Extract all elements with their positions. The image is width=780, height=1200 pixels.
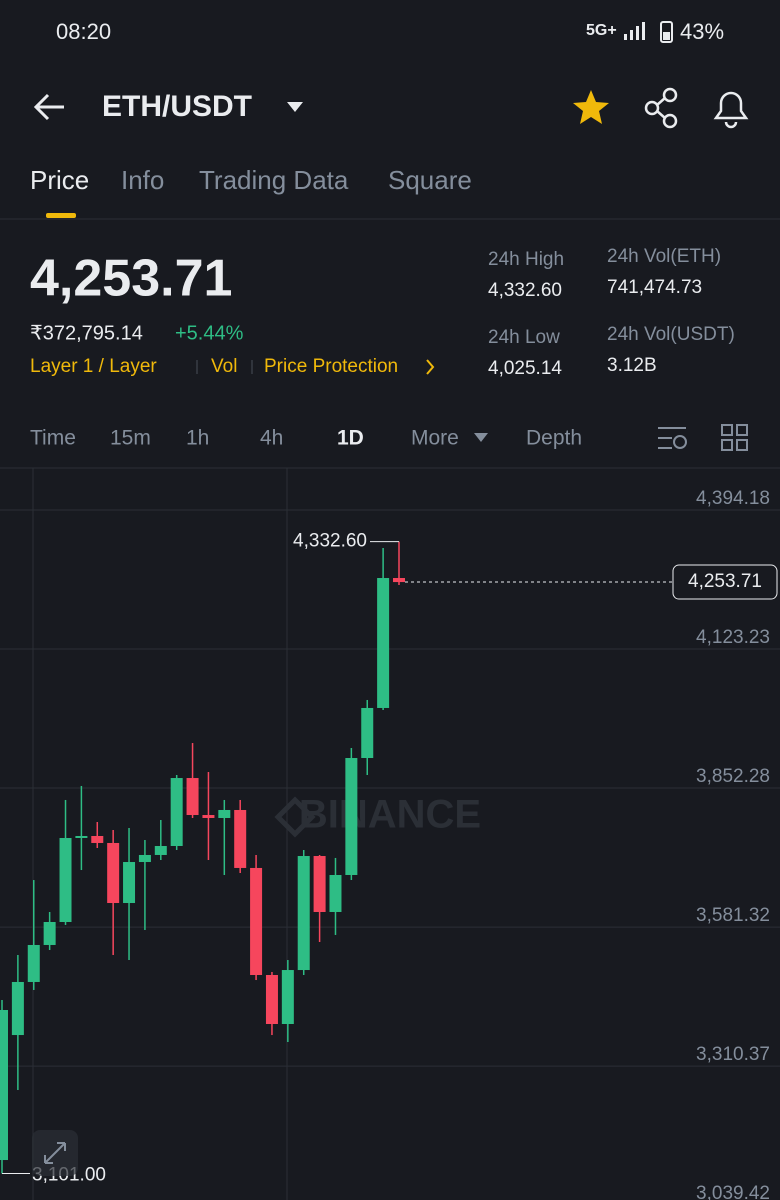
interval[interactable]: Time xyxy=(30,427,76,450)
candle-body xyxy=(91,836,104,843)
status-battery: 43% xyxy=(680,19,724,44)
stat-value: 4,025.14 xyxy=(488,358,562,379)
tab[interactable]: Price xyxy=(30,165,89,195)
interval[interactable]: 1h xyxy=(186,427,209,450)
alert-bell[interactable] xyxy=(713,91,749,129)
tab[interactable]: Info xyxy=(121,165,164,195)
more-dropdown[interactable] xyxy=(474,433,488,442)
stat-label: 24h Vol(USDT) xyxy=(607,324,735,345)
stat-value: 741,474.73 xyxy=(607,277,702,298)
candle-body xyxy=(138,854,151,863)
stat-label: 24h High xyxy=(488,249,564,270)
stat-label: 24h Vol(ETH) xyxy=(607,246,721,267)
y-tick-label: 3,852.28 xyxy=(696,766,770,787)
tag[interactable]: Layer 1 / Layer xyxy=(30,356,157,377)
y-tick-label: 3,581.32 xyxy=(696,905,770,926)
back-button[interactable] xyxy=(33,93,64,121)
price-change: +5.44% xyxy=(175,322,244,344)
status-network: 5G+ xyxy=(586,22,617,39)
candle-body xyxy=(59,838,72,922)
y-tick-label: 3,310.37 xyxy=(696,1044,770,1065)
candle-body xyxy=(377,578,390,708)
candle-body xyxy=(154,846,167,855)
signal-icon xyxy=(624,22,645,40)
last-price-label: 4,253.71 xyxy=(688,571,762,592)
y-tick-label: 4,394.18 xyxy=(696,488,770,509)
stat-value: 3.12B xyxy=(607,355,657,376)
active-tab-indicator xyxy=(46,213,76,218)
candle-body xyxy=(218,809,231,818)
tab[interactable]: Trading Data xyxy=(199,165,349,195)
fiat-price: ₹372,795.14 xyxy=(30,322,143,344)
candle-body xyxy=(361,707,374,759)
interval[interactable]: 1D xyxy=(337,427,364,450)
interval[interactable]: More xyxy=(411,427,459,450)
candle-body xyxy=(43,921,56,945)
candle-body xyxy=(265,975,278,1025)
battery-icon xyxy=(660,21,673,43)
tab[interactable]: Square xyxy=(388,165,472,195)
watermark: BINANCE xyxy=(299,793,481,837)
y-tick-label: 4,123.23 xyxy=(696,627,770,648)
candle-body xyxy=(281,970,294,1025)
pair-title[interactable]: ETH/USDT xyxy=(102,90,252,123)
pair-dropdown[interactable] xyxy=(287,102,303,112)
stat-value: 4,332.60 xyxy=(488,280,562,301)
candle-body xyxy=(75,836,88,839)
candle-body xyxy=(250,867,263,976)
tag[interactable]: Price Protection xyxy=(264,356,398,377)
candle-body xyxy=(329,874,342,912)
candle-body xyxy=(123,862,136,904)
battery-level xyxy=(663,32,670,40)
tag[interactable]: Vol xyxy=(211,356,237,377)
last-price: 4,253.71 xyxy=(30,250,232,308)
favorite-star[interactable] xyxy=(573,90,609,124)
candle-body xyxy=(345,758,358,875)
status-time: 08:20 xyxy=(56,19,111,44)
layout-button[interactable] xyxy=(721,424,748,451)
candle-body xyxy=(27,944,40,982)
indicator-settings[interactable] xyxy=(658,427,687,449)
candle-body xyxy=(234,809,247,868)
candle-body xyxy=(297,856,310,971)
share-button[interactable] xyxy=(644,87,678,129)
candle-body xyxy=(170,778,183,847)
high-marker-label: 4,332.60 xyxy=(293,531,367,552)
candle-body xyxy=(0,1009,8,1161)
y-tick-label: 3,039.42 xyxy=(696,1183,770,1200)
watermark-logo xyxy=(274,796,316,838)
candle-body xyxy=(186,778,199,816)
last-price-box xyxy=(672,564,778,600)
interval[interactable]: 4h xyxy=(260,427,283,450)
candle-body xyxy=(393,578,405,583)
candle-body xyxy=(313,856,326,912)
candle-body xyxy=(107,842,120,904)
interval[interactable]: Depth xyxy=(526,427,582,450)
candle-body xyxy=(202,815,215,818)
fullscreen-icon xyxy=(44,1142,66,1164)
interval[interactable]: 15m xyxy=(110,427,151,450)
stat-label: 24h Low xyxy=(488,327,560,348)
tag-chevron xyxy=(426,359,435,375)
candle-body xyxy=(11,981,24,1036)
